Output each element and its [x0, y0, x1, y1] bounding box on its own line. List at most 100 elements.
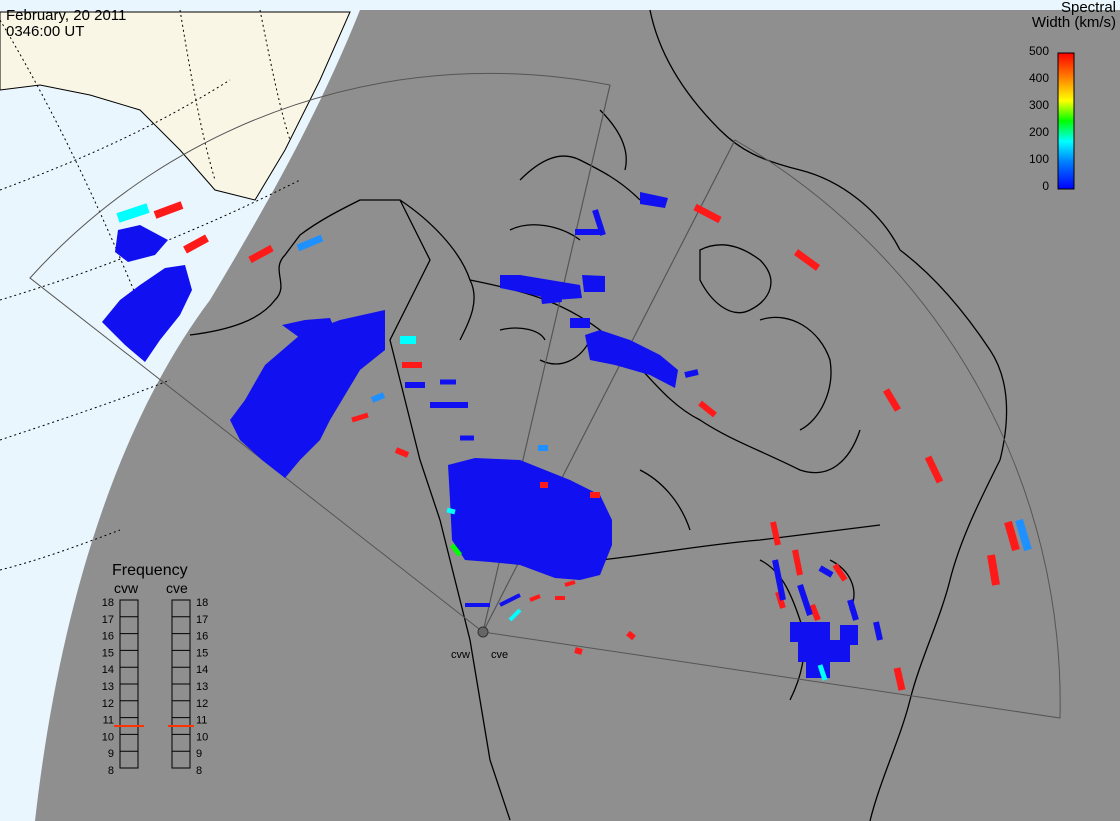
echo-cell: [351, 412, 369, 423]
echo-cell: [248, 244, 274, 264]
colorbar-tick: 100: [1029, 152, 1049, 166]
echo-cell: [626, 630, 636, 641]
echo-cell: [772, 559, 786, 601]
echo-cell: [924, 455, 944, 484]
frequency-scale-label: 16: [102, 631, 114, 643]
echo-region: [282, 318, 335, 338]
frequency-cvw-label: cvw: [114, 580, 139, 596]
echo-region: [806, 660, 830, 678]
frequency-scale-label: 16: [196, 631, 208, 643]
echo-cell: [832, 563, 848, 582]
frequency-scale-label: 10: [102, 731, 114, 743]
echo-region: [798, 640, 850, 662]
echo-region: [790, 622, 830, 642]
echo-cell: [847, 599, 859, 621]
echo-cell: [529, 594, 541, 602]
echo-cell: [809, 603, 821, 622]
time-label: 0346:00 UT: [6, 23, 85, 40]
echo-cell: [116, 203, 150, 223]
frequency-scale-label: 11: [103, 715, 114, 727]
colorbar-tick: 0: [1042, 179, 1049, 193]
coastlines: [189, 9, 1008, 821]
echo-region: [570, 318, 590, 328]
frequency-scale-label: 11: [196, 715, 207, 727]
echo-cell: [693, 203, 722, 224]
echo-cell: [450, 543, 462, 557]
frequency-scale-label: 12: [102, 698, 114, 710]
echo-cell: [1015, 518, 1032, 552]
colorbar-title: Spectral Width (km/s): [1032, 0, 1116, 30]
echo-cell: [698, 400, 717, 418]
frequency-scale-label: 17: [196, 614, 208, 626]
echo-cell: [394, 447, 410, 458]
frequency-scale-label: 18: [102, 597, 114, 609]
echo-cell: [499, 593, 521, 607]
echo-cell: [1004, 520, 1020, 552]
frequency-scale: 18 18 17 17 16 16 15 15 14 14 13 13 12 12 11 11 10 10 9 9 8 8: [102, 597, 209, 777]
frequency-scale-label: 17: [102, 614, 114, 626]
echo-cell: [882, 388, 902, 412]
frequency-grid: [120, 616, 190, 769]
echo-cell: [817, 664, 828, 681]
date-label: February, 20 2011: [6, 7, 127, 24]
echo-cell: [793, 249, 821, 271]
frequency-scale-label: 18: [196, 597, 208, 609]
colorbar-title-line2: Width (km/s): [1031, 14, 1116, 31]
frequency-scale-label: 9: [196, 748, 202, 760]
echo-cell: [684, 369, 699, 378]
echo-cell: [770, 521, 781, 546]
frequency-panel: Frequency cvw cve 18 18 17 17 16 16 15 15 14 14 13…: [102, 562, 209, 777]
echo-cell: [153, 201, 184, 219]
echo-cell: [818, 565, 834, 578]
echo-region: [102, 265, 192, 362]
echo-region: [585, 330, 678, 388]
echo-region: [230, 310, 385, 478]
echo-cell: [893, 667, 906, 691]
frequency-scale-label: 15: [102, 647, 114, 659]
colorbar-tick: 200: [1029, 125, 1049, 139]
frequency-scale-label: 14: [196, 664, 208, 676]
echo-cell: [987, 554, 1000, 586]
daylit-land: [0, 11, 351, 201]
night-region: [35, 10, 1120, 821]
echo-cell: [508, 608, 522, 622]
echo-region: [582, 275, 605, 292]
timestamp-header: February, 20 2011 0346:00 UT: [6, 8, 126, 40]
echo-region: [448, 458, 612, 580]
frequency-scale-label: 12: [196, 698, 208, 710]
echo-region: [540, 288, 562, 304]
echo-region: [115, 225, 168, 262]
frequency-cve-label: cve: [166, 580, 188, 596]
cve-fov: [482, 139, 1061, 719]
graticule: [0, 9, 301, 571]
frequency-scale-label: 14: [102, 664, 114, 676]
echo-region: [500, 275, 582, 300]
scatter-echoes: [102, 192, 1032, 691]
echo-cell: [296, 234, 324, 252]
colorbar-ticks: 500 400 300 200 100 0: [1029, 44, 1049, 193]
colorbar-tick: 500: [1029, 44, 1049, 58]
echo-cell: [792, 549, 803, 576]
echo-region: [840, 625, 858, 645]
frequency-scale-label: 8: [108, 765, 114, 777]
echo-cell: [564, 580, 576, 587]
frequency-scale-label: 13: [196, 681, 208, 693]
cvw-fov: [29, 72, 611, 633]
echo-cell: [183, 234, 209, 254]
colorbar-title-line1: Spectral: [1060, 0, 1116, 16]
site-label-cve: cve: [491, 649, 508, 661]
frequency-title: Frequency: [112, 562, 188, 579]
frequency-scale-label: 15: [196, 647, 208, 659]
colorbar-tick: 300: [1029, 98, 1049, 112]
echo-region: [640, 192, 668, 208]
frequency-scale-label: 13: [102, 681, 114, 693]
radar-site-marker: [477, 626, 489, 638]
colorbar: [1057, 52, 1075, 190]
site-label-cvw: cvw: [451, 649, 470, 661]
frequency-scale-label: 10: [196, 731, 208, 743]
colorbar-tick: 400: [1029, 71, 1049, 85]
echo-cell: [370, 392, 386, 403]
echo-cell: [574, 647, 583, 655]
